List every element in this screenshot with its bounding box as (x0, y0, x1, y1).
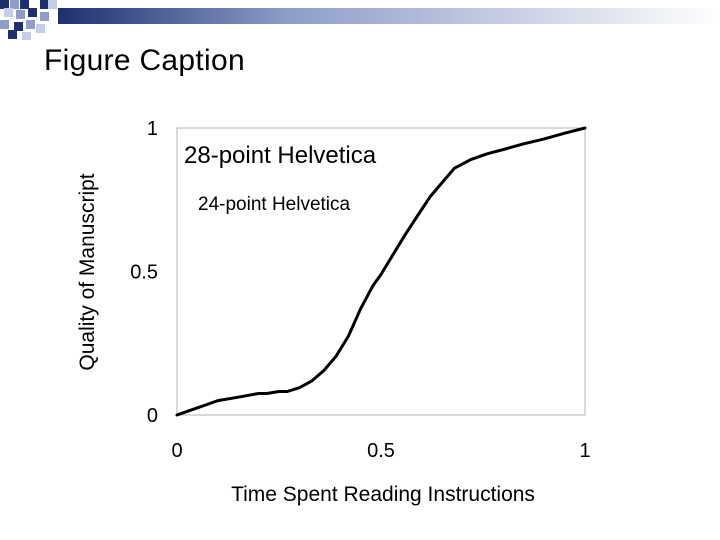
y-tick-label: 0.5 (130, 262, 158, 284)
annotation-24pt: 24-point Helvetica (198, 194, 351, 215)
y-axis-title: Quality of Manuscript (76, 173, 99, 370)
deco-square (26, 20, 35, 29)
deco-square (22, 32, 31, 40)
deco-square (36, 24, 45, 33)
series-line (175, 126, 587, 417)
deco-square (8, 30, 17, 39)
deco-square (40, 0, 49, 9)
deco-gradient-bar (58, 8, 720, 24)
deco-square (16, 10, 25, 19)
deco-square (10, 0, 19, 9)
title-bar-decoration (0, 0, 720, 40)
plot-frame (176, 127, 586, 416)
x-tick-label: 0 (171, 440, 182, 462)
deco-square (28, 8, 37, 17)
x-tick-label: 0.5 (367, 440, 395, 462)
x-axis-title: Time Spent Reading Instructions (231, 483, 535, 506)
deco-square (14, 22, 23, 31)
deco-square (4, 8, 13, 17)
deco-square (20, 0, 29, 9)
y-tick-label: 1 (147, 118, 158, 140)
deco-square (40, 12, 49, 21)
slide-title: Figure Caption (44, 44, 245, 77)
deco-square (0, 0, 9, 9)
deco-square (48, 0, 57, 9)
x-tick-label: 1 (579, 440, 590, 462)
annotation-28pt: 28-point Helvetica (184, 142, 377, 169)
deco-square (0, 20, 9, 29)
y-tick-label: 0 (147, 405, 158, 427)
